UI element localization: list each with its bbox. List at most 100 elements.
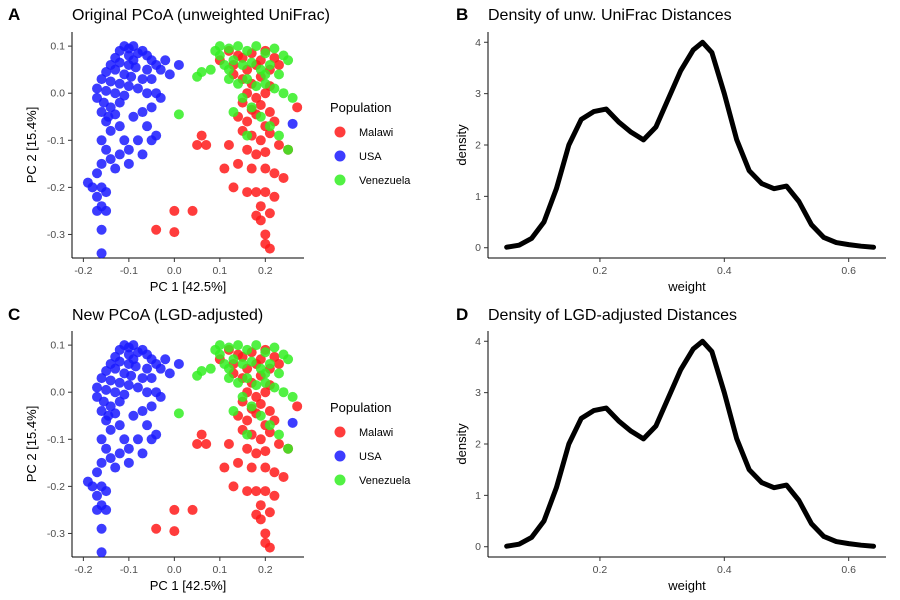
data-point-malawi	[264, 128, 275, 139]
data-point-venezuela	[223, 373, 234, 384]
data-point-venezuela	[242, 74, 253, 85]
data-point-venezuela	[237, 358, 248, 369]
data-point-malawi	[278, 471, 289, 482]
data-point-usa	[105, 76, 116, 87]
data-point-malawi	[196, 130, 207, 141]
x-tick-label: 0.1	[213, 265, 228, 277]
legend-label: Malawi	[359, 427, 393, 439]
data-point-usa	[142, 420, 153, 431]
data-point-usa	[110, 408, 121, 419]
y-tick-label: 4	[475, 37, 481, 49]
data-point-usa	[96, 523, 107, 534]
data-point-malawi	[219, 163, 230, 174]
y-tick-label: 0.0	[50, 387, 65, 399]
data-point-usa	[92, 382, 103, 393]
data-point-usa	[101, 504, 112, 515]
data-point-usa	[114, 344, 125, 355]
data-point-venezuela	[214, 349, 225, 360]
data-point-malawi	[264, 243, 275, 254]
data-point-venezuela	[242, 429, 253, 440]
data-point-malawi	[192, 439, 203, 449]
data-point-malawi	[251, 92, 262, 103]
data-point-malawi	[269, 467, 280, 478]
data-point-usa	[123, 158, 134, 169]
legend-label: Venezuela	[359, 175, 411, 187]
data-point-malawi	[264, 427, 275, 438]
data-point-malawi	[260, 229, 271, 240]
data-point-malawi	[255, 398, 266, 409]
data-point-usa	[114, 57, 125, 68]
data-point-usa	[114, 420, 125, 431]
data-point-usa	[110, 363, 121, 374]
y-tick-label: 0	[475, 242, 481, 254]
data-point-malawi	[223, 439, 234, 449]
data-point-usa	[142, 121, 153, 132]
data-point-usa	[128, 41, 139, 52]
data-point-usa	[173, 59, 184, 70]
legend: Population Malawi USA Venezuela	[330, 400, 411, 487]
data-point-venezuela	[228, 107, 239, 118]
data-point-usa	[101, 415, 112, 426]
data-point-venezuela	[246, 57, 257, 68]
y-tick-label: -0.1	[47, 135, 65, 147]
scatter-points	[82, 41, 303, 259]
data-point-usa	[87, 481, 98, 492]
legend-title: Population	[330, 100, 391, 115]
data-point-venezuela	[246, 102, 257, 113]
data-point-usa	[287, 417, 298, 428]
x-tick-label: 0.6	[841, 564, 856, 576]
x-tick-label: 0.2	[258, 265, 273, 277]
data-point-malawi	[255, 354, 266, 365]
data-point-usa	[123, 380, 134, 391]
data-point-usa	[132, 135, 143, 146]
data-point-venezuela	[192, 370, 203, 381]
x-tick-label: 0.0	[167, 265, 182, 277]
data-point-usa	[96, 224, 107, 235]
data-point-venezuela	[273, 69, 284, 80]
y-tick-label: 3	[475, 387, 481, 399]
legend-label: Malawi	[359, 127, 393, 139]
data-point-usa	[119, 135, 130, 146]
legend-label: Venezuela	[359, 475, 411, 487]
data-point-usa	[164, 368, 175, 379]
data-point-malawi	[251, 509, 262, 520]
data-point-venezuela	[228, 406, 239, 417]
data-point-venezuela	[237, 391, 248, 402]
data-point-malawi	[228, 182, 239, 193]
data-point-malawi	[196, 429, 207, 440]
data-point-venezuela	[214, 50, 225, 61]
data-point-malawi	[260, 387, 271, 398]
y-tick-label: 2	[475, 140, 481, 152]
data-point-usa	[155, 391, 166, 402]
data-point-usa	[114, 377, 125, 388]
data-point-usa	[128, 111, 139, 122]
x-tick-label: 0.2	[258, 564, 273, 576]
data-point-venezuela	[233, 340, 244, 351]
data-point-usa	[110, 64, 121, 75]
x-tick-label: 0.6	[841, 265, 856, 277]
data-point-venezuela	[233, 78, 244, 89]
data-point-venezuela	[223, 342, 234, 353]
data-point-venezuela	[264, 420, 275, 431]
data-point-usa	[130, 62, 141, 73]
data-point-usa	[137, 406, 148, 417]
data-point-malawi	[201, 439, 212, 449]
data-point-malawi	[269, 490, 280, 501]
data-point-usa	[92, 83, 103, 94]
chart-title: New PCoA (LGD-adjusted)	[72, 307, 263, 324]
data-point-malawi	[233, 457, 244, 468]
data-point-venezuela	[228, 55, 239, 66]
data-point-venezuela	[283, 354, 294, 365]
data-point-usa	[92, 490, 103, 501]
y-axis-label: density	[454, 423, 469, 465]
data-point-usa	[142, 387, 153, 398]
data-point-malawi	[260, 462, 271, 473]
data-point-venezuela	[260, 377, 271, 388]
data-point-usa	[146, 102, 157, 113]
data-point-usa	[142, 88, 153, 99]
data-point-venezuela	[273, 429, 284, 440]
data-point-usa	[114, 78, 125, 89]
y-tick-label: 0	[475, 541, 481, 553]
data-point-malawi	[260, 88, 271, 99]
data-point-malawi	[169, 227, 180, 238]
